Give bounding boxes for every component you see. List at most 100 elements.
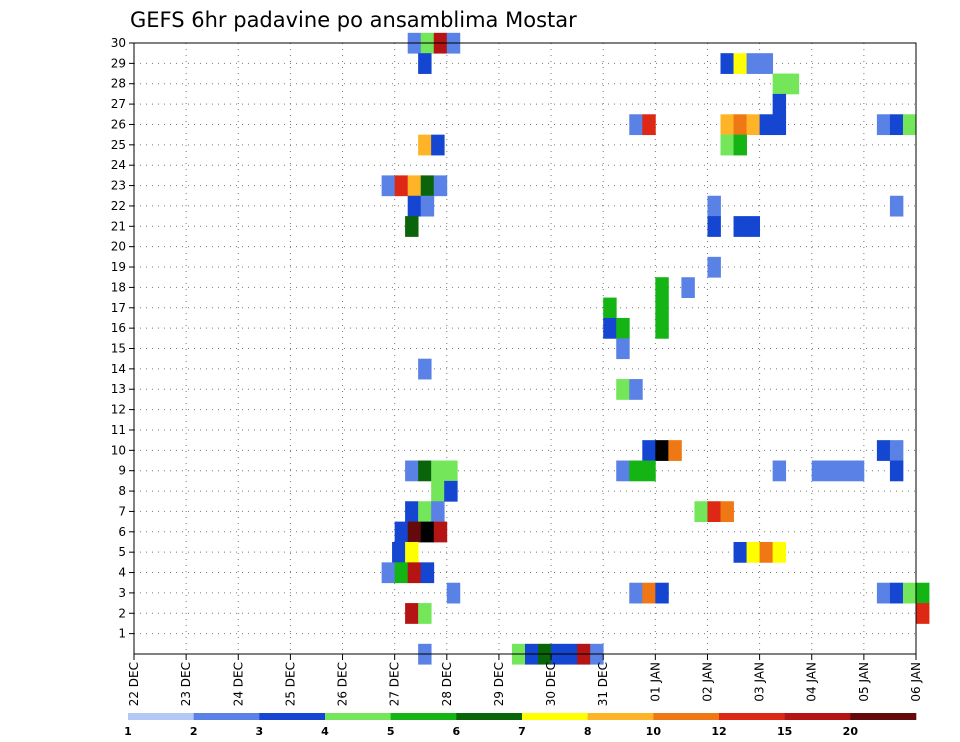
y-tick-label: 22 <box>111 199 126 213</box>
colorbar-swatch <box>784 713 851 720</box>
colorbar-swatch <box>522 713 588 720</box>
precip-cell <box>733 114 747 136</box>
colorbar-swatch <box>193 713 260 720</box>
precip-cell <box>916 582 930 604</box>
x-tick-label: 23 DEC <box>179 662 193 706</box>
colorbar-swatch <box>456 713 523 720</box>
precip-cell <box>811 460 826 482</box>
x-tick-label: 30 DEC <box>544 662 558 706</box>
precip-cell <box>668 440 682 461</box>
precip-cell <box>420 562 435 584</box>
x-tick-label: 05 JAN <box>857 662 871 702</box>
precip-cell <box>655 277 669 298</box>
y-tick-label: 5 <box>118 545 126 559</box>
precip-cell <box>889 195 904 217</box>
precip-cell <box>407 195 422 217</box>
precip-cell <box>772 93 787 115</box>
colorbar-swatch <box>719 713 785 720</box>
precip-cell <box>405 603 419 624</box>
precip-cell <box>694 501 708 523</box>
precip-cell <box>889 460 904 482</box>
precip-cell <box>733 216 747 237</box>
precip-cell <box>629 379 643 400</box>
precip-cell <box>876 114 891 136</box>
precip-cell <box>444 480 458 502</box>
precip-cell <box>785 73 800 95</box>
precip-cell <box>759 114 774 136</box>
precip-cell <box>603 317 617 339</box>
x-tick-label: 01 JAN <box>648 662 662 702</box>
precip-cell <box>746 541 760 563</box>
precip-cell <box>381 175 396 197</box>
precip-cell <box>707 195 721 217</box>
precip-cell <box>431 480 445 502</box>
y-tick-label: 24 <box>111 158 126 172</box>
colorbar-swatch <box>850 713 917 720</box>
y-tick-label: 9 <box>118 464 126 478</box>
colorbar-label: 5 <box>387 725 395 738</box>
y-tick-label: 21 <box>111 219 126 233</box>
precip-cell <box>655 440 669 461</box>
precip-cell <box>420 175 435 197</box>
chart-title: GEFS 6hr padavine po ansamblima Mostar <box>130 8 577 32</box>
precip-cell <box>889 440 904 461</box>
precip-cell <box>642 582 656 604</box>
colorbar-label: 2 <box>190 725 198 738</box>
precip-cell <box>433 521 448 543</box>
y-tick-label: 12 <box>111 403 126 417</box>
precip-cell <box>759 541 774 563</box>
precip-cell <box>681 277 695 298</box>
precip-cell <box>889 114 904 136</box>
y-tick-label: 4 <box>118 566 126 580</box>
precip-cell <box>746 114 760 136</box>
precip-cell <box>629 460 643 482</box>
precip-cell <box>616 338 630 360</box>
colorbar-label: 10 <box>646 725 662 738</box>
precip-cell <box>418 460 432 482</box>
precip-cell <box>418 501 432 523</box>
precip-cell <box>420 195 435 217</box>
precip-cell <box>444 460 458 482</box>
x-tick-label: 26 DEC <box>336 662 350 706</box>
x-axis-ticks: 22 DEC 23 DEC 24 DEC 25 DEC 26 DEC 27 DEC 28 D… <box>127 654 923 706</box>
y-tick-label: 10 <box>111 443 126 457</box>
precip-cell <box>772 73 787 95</box>
x-tick-label: 22 DEC <box>127 662 141 706</box>
colorbar-label: 8 <box>584 725 592 738</box>
precip-cell <box>405 460 419 482</box>
colorbar-label: 20 <box>843 725 859 738</box>
y-tick-label: 19 <box>111 260 126 274</box>
colorbar-label: 15 <box>777 725 792 738</box>
precip-cell <box>616 460 630 482</box>
precip-cell <box>655 582 669 604</box>
precip-cell <box>720 501 734 523</box>
x-tick-label: 04 JAN <box>805 662 819 702</box>
precip-cell <box>837 460 852 482</box>
precip-cell <box>394 562 409 584</box>
precip-cell <box>433 175 448 197</box>
y-tick-label: 25 <box>111 138 126 152</box>
y-tick-label: 29 <box>111 56 126 70</box>
x-tick-label: 03 JAN <box>753 662 767 702</box>
precip-cell <box>603 297 617 319</box>
colorbar-swatch <box>325 713 391 720</box>
precip-cell <box>746 216 760 237</box>
precip-cell <box>405 501 419 523</box>
precip-cell <box>876 582 891 604</box>
precip-cell <box>889 582 904 604</box>
x-tick-label: 06 JAN <box>909 662 923 702</box>
y-tick-label: 1 <box>118 627 126 641</box>
x-tick-label: 31 DEC <box>596 662 610 706</box>
colorbar-swatch <box>128 713 194 720</box>
colorbar-label: 7 <box>518 725 526 738</box>
precip-cell <box>407 175 422 197</box>
precip-cell <box>902 582 917 604</box>
precip-cell <box>392 541 406 563</box>
colorbar-label: 6 <box>453 725 461 738</box>
precip-cell <box>616 317 630 339</box>
precip-cell <box>642 114 656 136</box>
x-tick-label: 24 DEC <box>231 662 245 706</box>
y-tick-label: 13 <box>111 382 126 396</box>
y-tick-label: 17 <box>111 301 126 315</box>
